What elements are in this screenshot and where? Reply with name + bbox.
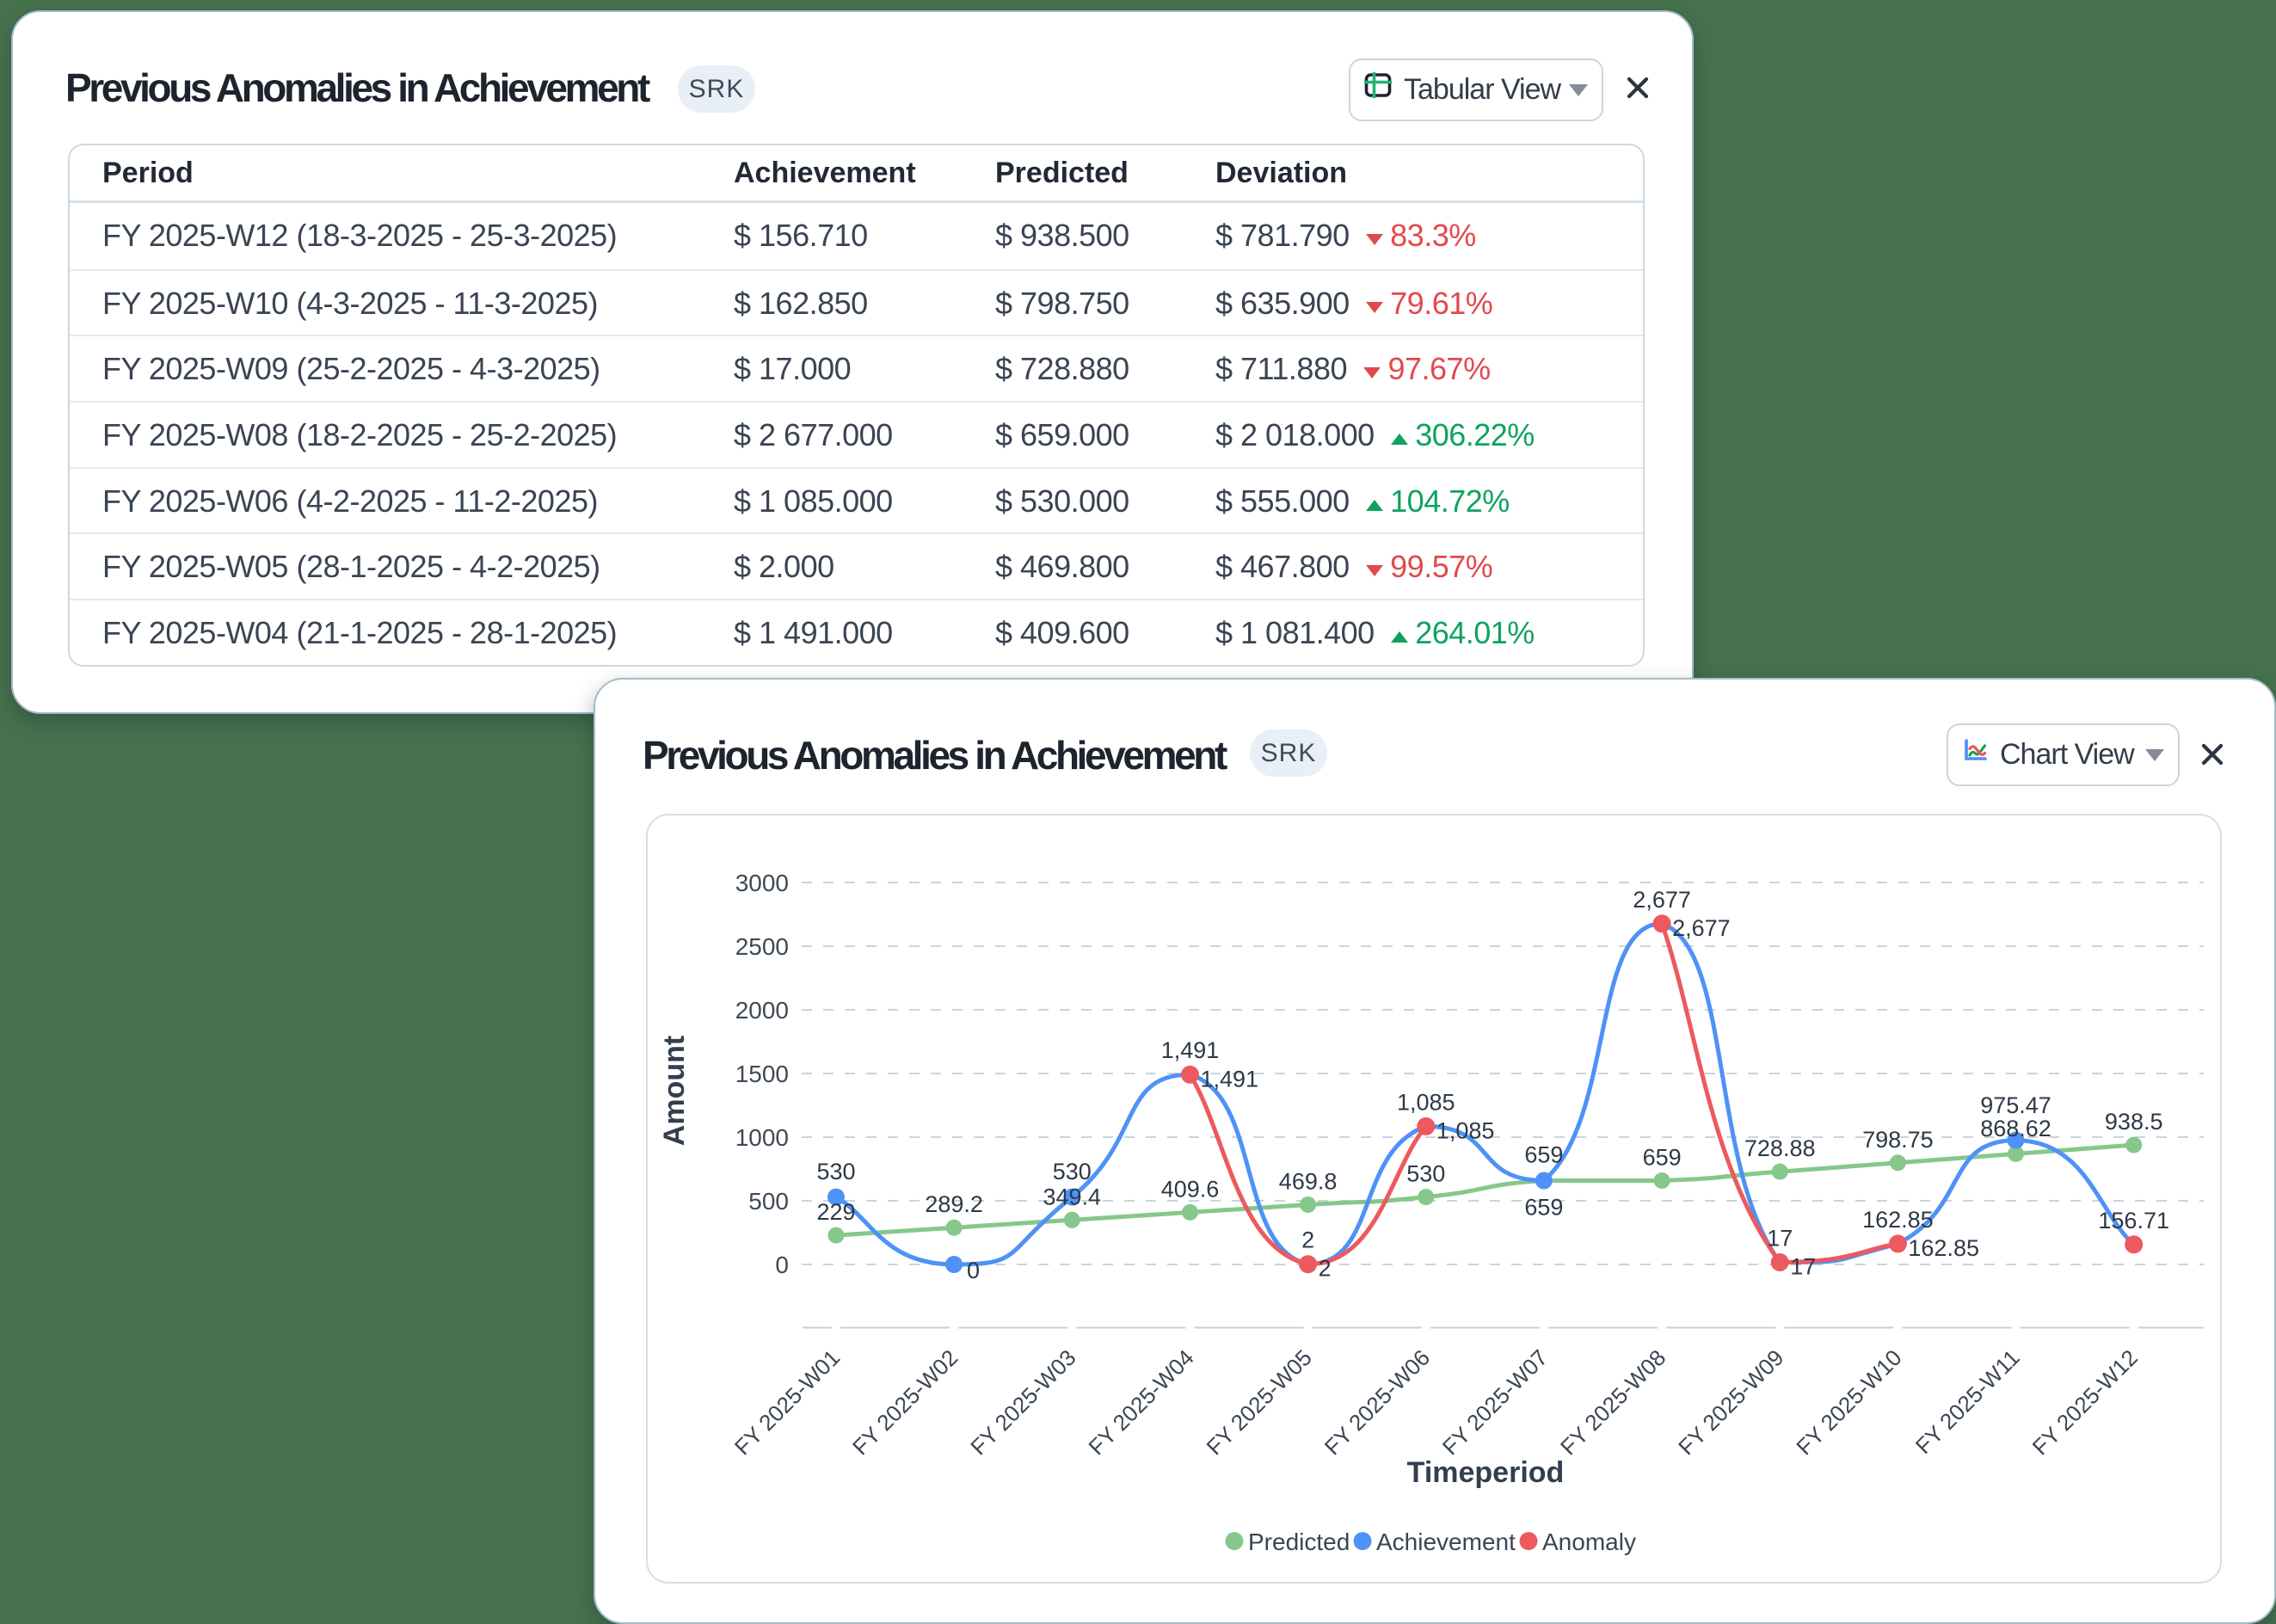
svg-text:FY 2025-W05: FY 2025-W05 — [1202, 1344, 1317, 1460]
svg-text:1,491: 1,491 — [1161, 1037, 1220, 1063]
svg-text:0: 0 — [967, 1258, 980, 1283]
svg-text:2: 2 — [1301, 1227, 1314, 1253]
svg-text:3000: 3000 — [735, 870, 789, 896]
svg-text:2500: 2500 — [735, 933, 789, 960]
svg-text:162.85: 162.85 — [1908, 1235, 1979, 1261]
svg-text:FY 2025-W09: FY 2025-W09 — [1673, 1344, 1788, 1460]
svg-text:530: 530 — [816, 1159, 855, 1184]
svg-text:469.8: 469.8 — [1279, 1169, 1338, 1195]
svg-text:659: 659 — [1524, 1142, 1563, 1168]
svg-text:FY 2025-W07: FY 2025-W07 — [1437, 1344, 1553, 1460]
svg-text:0: 0 — [775, 1252, 789, 1278]
svg-text:17: 17 — [1790, 1254, 1816, 1280]
svg-text:868.62: 868.62 — [1980, 1116, 2051, 1141]
svg-text:156.71: 156.71 — [2098, 1208, 2169, 1233]
svg-text:349.4: 349.4 — [1043, 1184, 1102, 1209]
svg-text:Achievement: Achievement — [1376, 1529, 1516, 1555]
svg-text:2: 2 — [1319, 1256, 1332, 1282]
svg-text:Amount: Amount — [658, 1036, 691, 1146]
svg-text:530: 530 — [1053, 1159, 1092, 1184]
svg-text:Predicted: Predicted — [1248, 1529, 1350, 1555]
svg-text:659: 659 — [1524, 1195, 1563, 1221]
svg-text:FY 2025-W12: FY 2025-W12 — [2027, 1344, 2143, 1460]
svg-text:FY 2025-W04: FY 2025-W04 — [1083, 1344, 1198, 1460]
svg-text:975.47: 975.47 — [1980, 1092, 2051, 1118]
svg-text:659: 659 — [1643, 1145, 1682, 1171]
svg-text:17: 17 — [1767, 1226, 1793, 1252]
svg-text:2,677: 2,677 — [1633, 887, 1691, 913]
svg-text:Timeperiod: Timeperiod — [1407, 1456, 1565, 1489]
svg-text:530: 530 — [1406, 1161, 1445, 1187]
svg-text:FY 2025-W11: FY 2025-W11 — [1910, 1344, 2025, 1459]
svg-text:2000: 2000 — [735, 997, 789, 1024]
svg-text:798.75: 798.75 — [1862, 1127, 1934, 1153]
svg-text:229: 229 — [816, 1199, 855, 1225]
svg-text:FY 2025-W10: FY 2025-W10 — [1791, 1344, 1906, 1460]
svg-text:1,085: 1,085 — [1397, 1089, 1455, 1115]
svg-text:2,677: 2,677 — [1672, 915, 1731, 941]
svg-text:FY 2025-W02: FY 2025-W02 — [847, 1344, 963, 1460]
svg-text:162.85: 162.85 — [1862, 1207, 1934, 1233]
svg-text:FY 2025-W06: FY 2025-W06 — [1319, 1344, 1435, 1460]
svg-text:Anomaly: Anomaly — [1542, 1529, 1636, 1555]
svg-text:289.2: 289.2 — [925, 1191, 983, 1217]
svg-text:409.6: 409.6 — [1161, 1176, 1220, 1202]
svg-text:500: 500 — [748, 1188, 789, 1215]
svg-text:1,491: 1,491 — [1201, 1066, 1259, 1092]
svg-text:FY 2025-W03: FY 2025-W03 — [965, 1344, 1080, 1460]
svg-text:1000: 1000 — [735, 1124, 789, 1151]
svg-text:1,085: 1,085 — [1436, 1117, 1495, 1143]
svg-text:FY 2025-W01: FY 2025-W01 — [729, 1344, 845, 1460]
svg-text:FY 2025-W08: FY 2025-W08 — [1555, 1344, 1670, 1460]
svg-text:938.5: 938.5 — [2105, 1109, 2163, 1135]
svg-text:1500: 1500 — [735, 1061, 789, 1087]
svg-text:728.88: 728.88 — [1744, 1135, 1816, 1161]
